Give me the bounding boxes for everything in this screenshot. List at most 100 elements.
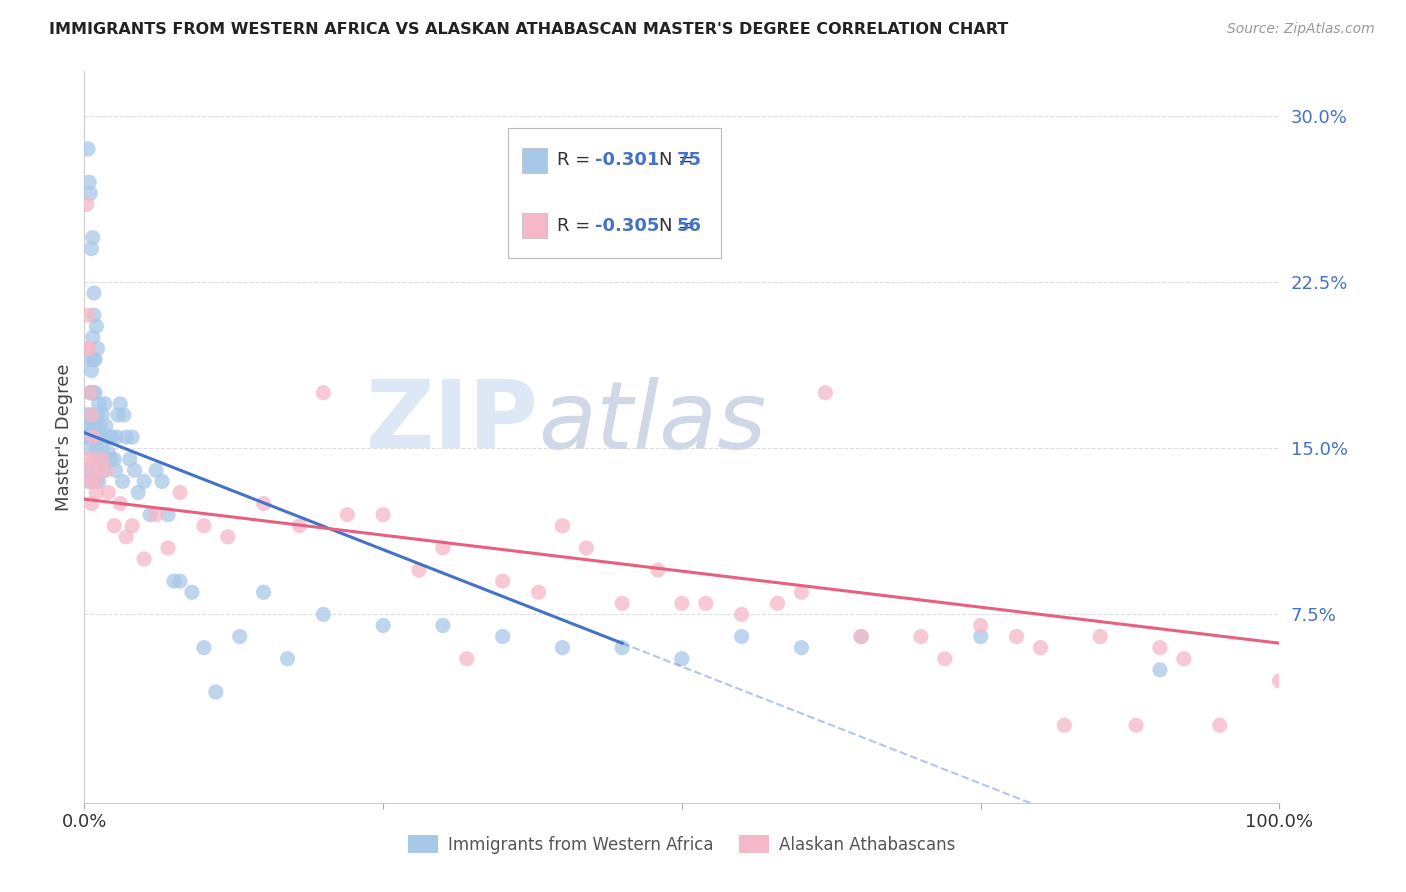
Point bbox=[790, 585, 813, 599]
Point bbox=[1268, 673, 1291, 688]
Point bbox=[93, 463, 115, 477]
Point bbox=[695, 596, 717, 610]
Point bbox=[82, 230, 104, 244]
Point bbox=[132, 475, 156, 489]
Point bbox=[77, 430, 100, 444]
Point bbox=[112, 408, 135, 422]
Point bbox=[150, 475, 173, 489]
Point bbox=[1149, 663, 1171, 677]
Point bbox=[193, 640, 215, 655]
Point bbox=[79, 385, 101, 400]
Point bbox=[86, 475, 108, 489]
Point bbox=[1005, 630, 1028, 644]
Point bbox=[575, 541, 598, 555]
Point bbox=[79, 352, 101, 367]
Point bbox=[373, 508, 395, 522]
Point bbox=[100, 452, 122, 467]
Text: R =: R = bbox=[557, 152, 591, 169]
Point bbox=[115, 530, 138, 544]
Point bbox=[145, 508, 167, 522]
Point bbox=[253, 585, 276, 599]
Point bbox=[84, 475, 107, 489]
Point bbox=[432, 541, 454, 555]
Point bbox=[551, 640, 574, 655]
Point bbox=[87, 452, 110, 467]
Point bbox=[169, 485, 191, 500]
Point bbox=[229, 630, 252, 644]
Point bbox=[86, 430, 108, 444]
Point bbox=[86, 342, 108, 356]
Point bbox=[83, 285, 105, 300]
Point bbox=[84, 419, 107, 434]
Point bbox=[79, 385, 101, 400]
Point bbox=[336, 508, 359, 522]
Point bbox=[731, 630, 754, 644]
Point bbox=[87, 397, 110, 411]
Point bbox=[121, 518, 143, 533]
Point bbox=[77, 342, 100, 356]
Point bbox=[76, 419, 98, 434]
Point bbox=[132, 552, 156, 566]
Point bbox=[91, 408, 114, 422]
Point bbox=[1209, 718, 1232, 732]
Point bbox=[84, 352, 107, 367]
Point bbox=[110, 397, 132, 411]
Point bbox=[96, 430, 118, 444]
Point bbox=[94, 463, 117, 477]
Point bbox=[79, 408, 101, 422]
Point bbox=[86, 430, 108, 444]
Point bbox=[80, 242, 103, 256]
Point bbox=[77, 463, 100, 477]
Point bbox=[373, 618, 395, 632]
Point bbox=[1053, 718, 1076, 732]
Point bbox=[910, 630, 932, 644]
Point bbox=[75, 430, 97, 444]
Point bbox=[139, 508, 162, 522]
Point bbox=[82, 330, 104, 344]
Point bbox=[551, 518, 574, 533]
Point bbox=[432, 618, 454, 632]
Point bbox=[77, 419, 100, 434]
Point bbox=[934, 651, 956, 665]
Point bbox=[80, 497, 103, 511]
Point bbox=[253, 497, 276, 511]
Point bbox=[312, 607, 335, 622]
Point bbox=[76, 342, 98, 356]
Point bbox=[86, 485, 108, 500]
Point bbox=[115, 430, 138, 444]
Point bbox=[671, 596, 693, 610]
Y-axis label: Master's Degree: Master's Degree bbox=[55, 363, 73, 511]
Point bbox=[1029, 640, 1052, 655]
Point bbox=[492, 630, 515, 644]
Point bbox=[118, 452, 141, 467]
Point bbox=[288, 518, 311, 533]
Point bbox=[1125, 718, 1147, 732]
Point bbox=[90, 430, 112, 444]
Point bbox=[77, 475, 100, 489]
Point bbox=[456, 651, 478, 665]
Point bbox=[83, 308, 105, 322]
Point bbox=[121, 430, 143, 444]
Point bbox=[145, 463, 167, 477]
Legend: Immigrants from Western Africa, Alaskan Athabascans: Immigrants from Western Africa, Alaskan … bbox=[402, 829, 962, 860]
Point bbox=[127, 485, 149, 500]
Point bbox=[612, 640, 634, 655]
Point bbox=[89, 419, 111, 434]
Text: 75: 75 bbox=[676, 152, 702, 169]
Point bbox=[77, 142, 100, 156]
Point bbox=[217, 530, 239, 544]
Text: Source: ZipAtlas.com: Source: ZipAtlas.com bbox=[1227, 22, 1375, 37]
Point bbox=[647, 563, 669, 577]
Point bbox=[671, 651, 693, 665]
Point bbox=[83, 352, 105, 367]
Point bbox=[80, 385, 103, 400]
Point bbox=[97, 445, 120, 459]
Point bbox=[103, 518, 125, 533]
Point bbox=[87, 463, 110, 477]
Point bbox=[169, 574, 191, 589]
Text: IMMIGRANTS FROM WESTERN AFRICA VS ALASKAN ATHABASCAN MASTER'S DEGREE CORRELATION: IMMIGRANTS FROM WESTERN AFRICA VS ALASKA… bbox=[49, 22, 1008, 37]
Point bbox=[731, 607, 754, 622]
Point bbox=[80, 363, 103, 377]
Point bbox=[82, 385, 104, 400]
Point bbox=[110, 497, 132, 511]
